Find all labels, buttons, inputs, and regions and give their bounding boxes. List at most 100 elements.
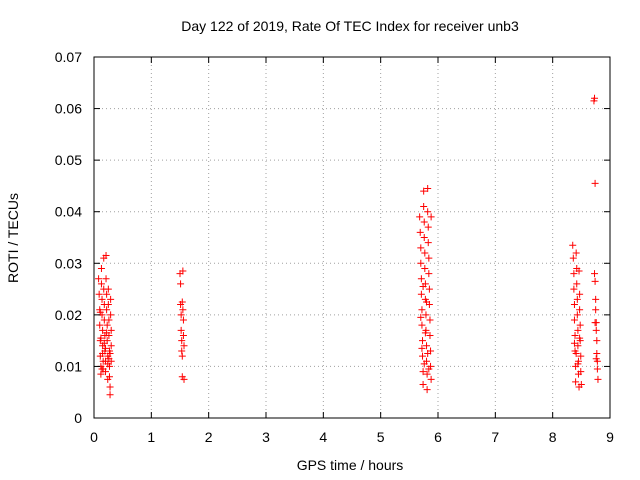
data-point	[179, 267, 187, 275]
data-point	[420, 234, 428, 241]
data-point	[105, 316, 113, 324]
y-tick-label: 0.03	[55, 255, 82, 271]
data-point	[104, 301, 112, 309]
data-point	[427, 375, 435, 383]
data-point	[591, 319, 599, 327]
data-point	[107, 295, 115, 303]
data-point	[419, 368, 427, 376]
data-point	[419, 337, 427, 345]
y-tick-label: 0.06	[55, 101, 82, 117]
data-point	[104, 285, 112, 293]
y-tick-label: 0.04	[55, 204, 82, 220]
data-point	[99, 326, 107, 334]
x-tick-label: 8	[549, 429, 557, 445]
grid-lines	[94, 57, 610, 418]
data-point	[98, 295, 106, 303]
data-point	[572, 378, 580, 386]
data-point	[570, 285, 578, 293]
data-point	[593, 337, 601, 345]
data-point	[592, 355, 600, 363]
data-point	[103, 321, 111, 329]
data-point	[576, 334, 584, 342]
data-point	[592, 306, 600, 314]
data-point	[417, 275, 425, 283]
data-point	[576, 321, 584, 329]
data-point	[425, 365, 433, 373]
data-point	[577, 368, 585, 376]
data-point	[427, 213, 435, 221]
data-point	[178, 352, 186, 360]
data-point	[101, 344, 109, 352]
data-point	[98, 365, 106, 373]
data-point	[592, 295, 600, 303]
data-point	[97, 264, 105, 272]
data-point	[577, 380, 585, 388]
data-point	[570, 301, 578, 309]
data-point	[421, 264, 429, 272]
data-point	[107, 311, 115, 319]
data-point	[421, 249, 429, 257]
x-tick-label: 1	[147, 429, 155, 445]
data-point	[106, 391, 114, 399]
data-point	[574, 360, 582, 368]
y-tick-label: 0	[74, 410, 82, 426]
data-point	[178, 337, 186, 345]
data-point	[103, 329, 111, 337]
data-point	[96, 308, 104, 316]
data-point	[591, 94, 599, 102]
data-point	[99, 350, 107, 358]
data-point	[418, 306, 426, 314]
x-tick-label: 0	[90, 429, 98, 445]
data-point	[177, 311, 185, 319]
y-tick-label: 0.05	[55, 152, 82, 168]
data-point	[573, 311, 581, 319]
data-point	[97, 280, 105, 288]
data-point	[180, 375, 188, 383]
data-point	[594, 375, 602, 383]
y-tick-label: 0.07	[55, 49, 82, 65]
data-point	[102, 252, 110, 260]
data-point	[423, 386, 431, 394]
x-tick-label: 4	[319, 429, 327, 445]
data-point	[425, 270, 433, 278]
data-point	[572, 249, 580, 257]
data-point	[570, 270, 578, 278]
data-point	[424, 350, 432, 358]
data-point	[416, 228, 424, 236]
data-point	[574, 326, 582, 334]
data-point	[570, 339, 578, 347]
data-point	[179, 331, 187, 339]
data-point	[591, 179, 599, 187]
data-point	[569, 241, 577, 249]
data-point	[419, 282, 427, 290]
data-point	[569, 254, 577, 262]
data-point	[177, 326, 185, 334]
x-tick-label: 2	[205, 429, 213, 445]
data-point	[591, 270, 599, 278]
data-point	[107, 342, 115, 350]
y-axis-label: ROTI / TECUs	[5, 193, 21, 283]
x-tick-label: 3	[262, 429, 270, 445]
data-point	[100, 339, 108, 347]
data-point	[180, 342, 188, 350]
data-point	[178, 347, 186, 355]
y-tick-label: 0.02	[55, 307, 82, 323]
x-tick-label: 5	[377, 429, 385, 445]
data-point	[417, 259, 425, 267]
x-tick-label: 6	[434, 429, 442, 445]
data-point	[591, 277, 599, 285]
data-point	[420, 360, 428, 368]
data-point	[424, 239, 432, 247]
data-point	[424, 223, 432, 231]
data-point	[105, 355, 113, 363]
data-point	[572, 350, 580, 358]
data-point	[95, 275, 103, 283]
data-point	[420, 203, 428, 211]
data-point	[425, 254, 433, 262]
data-point	[422, 311, 430, 319]
x-axis-label: GPS time / hours	[297, 457, 404, 473]
data-point	[592, 326, 600, 334]
data-point	[570, 316, 578, 324]
data-point	[97, 370, 105, 378]
